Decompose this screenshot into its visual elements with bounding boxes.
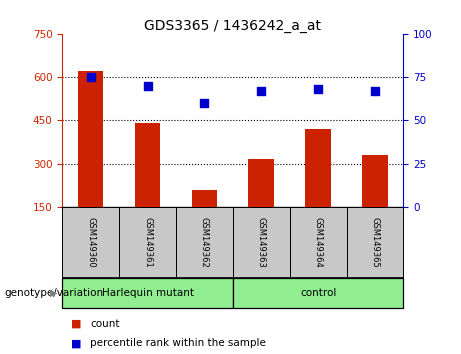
Point: [258, 88, 265, 94]
Point: [314, 86, 322, 92]
Bar: [290, 207, 347, 278]
Text: genotype/variation: genotype/variation: [5, 288, 104, 298]
Text: GSM149364: GSM149364: [313, 217, 323, 268]
Bar: [233, 207, 290, 278]
Text: GSM149362: GSM149362: [200, 217, 209, 268]
Text: percentile rank within the sample: percentile rank within the sample: [90, 338, 266, 348]
Text: control: control: [300, 288, 336, 298]
Text: GSM149365: GSM149365: [371, 217, 379, 268]
Point: [201, 100, 208, 106]
Bar: [248, 159, 274, 251]
Point: [371, 88, 378, 94]
Bar: [347, 207, 403, 278]
Point: [144, 83, 151, 88]
Text: GSM149361: GSM149361: [143, 217, 152, 268]
Bar: [135, 123, 160, 251]
Title: GDS3365 / 1436242_a_at: GDS3365 / 1436242_a_at: [144, 19, 321, 33]
Text: ■: ■: [71, 319, 82, 329]
Bar: [62, 278, 233, 308]
Text: ▶: ▶: [50, 288, 58, 298]
Text: GSM149363: GSM149363: [257, 217, 266, 268]
Text: count: count: [90, 319, 119, 329]
Bar: [192, 190, 217, 251]
Point: [87, 74, 95, 80]
Bar: [119, 207, 176, 278]
Bar: [305, 129, 331, 251]
Bar: [176, 207, 233, 278]
Bar: [62, 207, 119, 278]
Text: ■: ■: [71, 338, 82, 348]
Text: GSM149360: GSM149360: [86, 217, 95, 268]
Bar: [78, 71, 103, 251]
Bar: [233, 278, 403, 308]
Bar: [362, 155, 388, 251]
Text: Harlequin mutant: Harlequin mutant: [101, 288, 194, 298]
